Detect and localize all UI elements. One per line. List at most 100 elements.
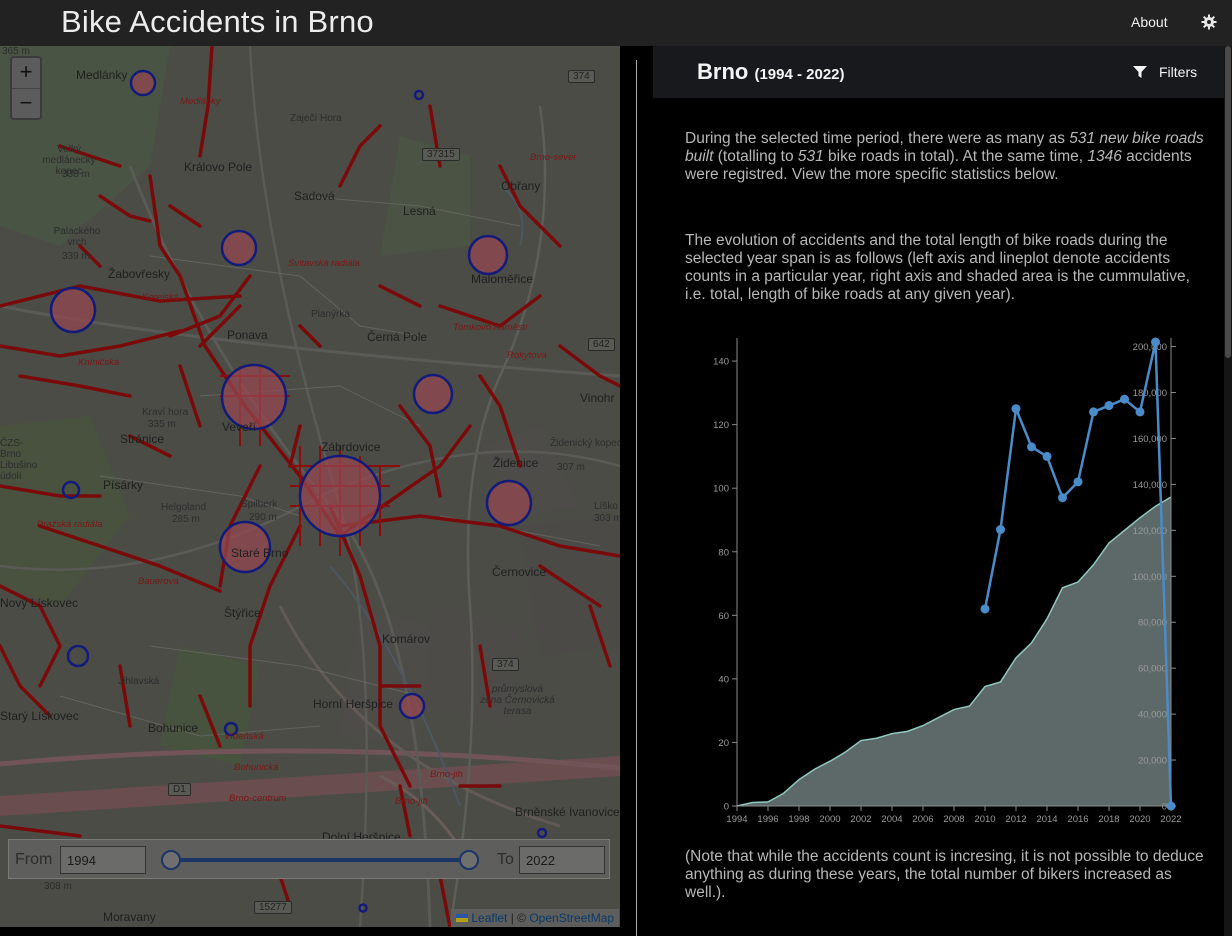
accidents-point <box>1058 493 1067 503</box>
x-tick-label: 1996 <box>757 814 778 825</box>
summary-paragraph: During the selected time period, there w… <box>685 130 1205 184</box>
map-label: Velký medlánecký kopec <box>42 144 96 177</box>
accidents-point <box>1089 407 1098 417</box>
accidents-point <box>980 604 990 614</box>
map-label: Sadová <box>294 189 335 203</box>
total-roads-count: 531 <box>797 148 824 165</box>
year-slider-start-handle[interactable] <box>161 850 181 870</box>
road-shield: 15277 <box>254 901 292 914</box>
left-tick-label: 100 <box>713 484 729 495</box>
right-tick-label: 20,000 <box>1138 756 1167 767</box>
left-tick-label: 120 <box>713 420 729 431</box>
right-tick-label: 60,000 <box>1138 664 1167 675</box>
gear-icon[interactable] <box>1200 13 1218 31</box>
road-shield: 374 <box>492 658 519 671</box>
map-label: Obřany <box>501 179 541 193</box>
x-tick-label: 2022 <box>1160 814 1181 825</box>
filters-button[interactable]: Filters <box>1133 64 1197 80</box>
map-label: Rokytova <box>507 350 547 361</box>
map-label: 308 m <box>44 881 72 892</box>
leaflet-link[interactable]: Leaflet <box>471 911 508 925</box>
x-tick-label: 2012 <box>1005 814 1026 825</box>
map-label: Moravany <box>103 910 156 924</box>
year-range-control: From To <box>8 839 610 879</box>
map-label: Komárov <box>382 632 431 646</box>
filter-icon <box>1133 66 1147 78</box>
right-tick-label: 120,000 <box>1133 526 1167 537</box>
about-link[interactable]: About <box>1131 14 1168 30</box>
accidents-point <box>1104 401 1114 411</box>
bike-roads-area-edge <box>736 496 1172 807</box>
map-label: Pražská radiála <box>37 519 103 530</box>
map-label: Lesná <box>403 204 436 218</box>
x-tick-label: 2004 <box>881 814 902 825</box>
left-tick-label: 40 <box>718 674 729 685</box>
map-label: 290 m <box>249 512 277 523</box>
map-label: 339 m <box>62 251 90 262</box>
right-tick-label: 160,000 <box>1133 434 1167 445</box>
map-label: Vinohr <box>580 391 615 405</box>
map-label: Nový Lískovec <box>0 596 79 610</box>
map-label: 307 m <box>557 462 585 473</box>
evolution-paragraph: The evolution of accidents and the total… <box>685 232 1190 303</box>
map-label: Jihlavská <box>118 676 160 687</box>
right-tick-label: 200,000 <box>1133 342 1167 353</box>
map-label: Veveří <box>222 420 257 434</box>
x-tick-label: 2008 <box>943 814 964 825</box>
map-label: Helgoland <box>161 502 207 513</box>
map-label: Medlánky <box>76 68 128 82</box>
left-tick-label: 80 <box>718 547 729 558</box>
x-tick-label: 2006 <box>912 814 933 825</box>
year-span: (1994 - 2022) <box>754 66 845 83</box>
x-tick-label: 2010 <box>974 814 995 825</box>
map-label: Planýrka <box>311 309 350 320</box>
map-view[interactable]: Medlánky Zaječí Hora Velký medlánecký ko… <box>0 46 620 927</box>
x-tick-label: 2020 <box>1129 814 1150 825</box>
x-tick-label: 1998 <box>788 814 809 825</box>
to-label: To <box>497 851 514 868</box>
zoom-in-button[interactable]: + <box>19 59 33 84</box>
map-label: 303 m <box>594 513 620 524</box>
map-label: Štýřice <box>224 606 261 620</box>
right-tick-label: 0 <box>1162 802 1167 813</box>
map-label: Brno-jih <box>395 796 428 807</box>
map-label: Žabovřesky <box>108 267 171 281</box>
map-label: Korejská <box>142 292 179 303</box>
panel-divider <box>636 60 637 936</box>
map-label: Zábrdovice <box>321 440 381 454</box>
scrollbar[interactable] <box>1224 46 1232 936</box>
map-label: Brněnské Ivanovice <box>515 805 620 819</box>
right-tick-label: 180,000 <box>1133 388 1167 399</box>
map-label: Líško <box>594 501 618 512</box>
right-tick-label: 40,000 <box>1138 710 1167 721</box>
bike-roads-area-layer <box>736 496 1172 807</box>
map-label: Stránice <box>120 432 165 446</box>
accidents-count: 1346 <box>1087 148 1122 165</box>
map-label: Vídeňská <box>224 731 264 742</box>
summary-text: accidents were registred. View the more … <box>685 148 1192 183</box>
city-name: Brno <box>697 59 749 84</box>
to-year-input[interactable] <box>519 846 605 874</box>
accidents-point <box>1166 801 1176 811</box>
map-label: Horní Heršpice <box>313 697 394 711</box>
map-label: Kníničská <box>78 357 120 368</box>
right-tick-label: 140,000 <box>1133 480 1167 491</box>
year-slider-track[interactable] <box>171 858 469 862</box>
scrollbar-thumb[interactable] <box>1225 46 1231 358</box>
x-tick-label: 2002 <box>850 814 871 825</box>
map-label: Svitavská radiála <box>288 258 360 269</box>
accidents-line-layer <box>980 337 1176 811</box>
map-label: Tomkovo náměstí <box>453 322 528 333</box>
chart-axes: 0 20 40 60 80 100 120 140 0 20,000 40,000 60,000 80,… <box>713 338 1182 825</box>
bike-roads-area <box>737 497 1171 806</box>
summary-text: (totalling to <box>713 148 798 165</box>
filters-label: Filters <box>1159 64 1198 80</box>
map-label: 335 m <box>148 419 176 430</box>
osm-link[interactable]: OpenStreetMap <box>529 911 615 925</box>
from-year-input[interactable] <box>60 846 146 874</box>
year-slider-end-handle[interactable] <box>459 850 479 870</box>
panel-header: Brno (1994 - 2022) Filters <box>653 46 1232 98</box>
map-label: Židenice <box>493 456 539 470</box>
map-label: Brno-jih <box>430 769 463 780</box>
zoom-out-button[interactable]: − <box>12 88 40 118</box>
